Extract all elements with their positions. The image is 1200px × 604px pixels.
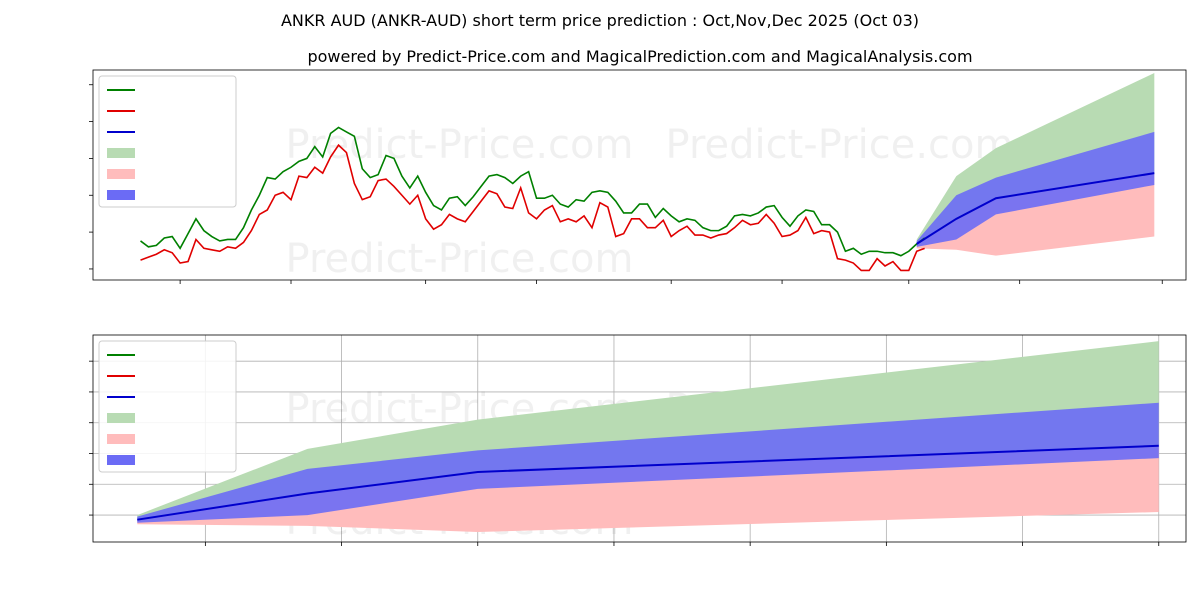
- legend: [98, 340, 237, 473]
- low-series-line: [140, 143, 925, 272]
- plot-frame: [92, 69, 1187, 281]
- legend-high-range-swatch: [107, 413, 135, 423]
- close-series-line: [916, 172, 1155, 245]
- legend-close-range-swatch: [107, 455, 135, 465]
- close-range-band: [137, 402, 1159, 523]
- plot-frame: [92, 334, 1187, 543]
- close-series-line: [137, 444, 1159, 521]
- chart-subtitle: powered by Predict-Price.com and Magical…: [307, 47, 972, 66]
- legend-low-range-swatch: [107, 434, 135, 444]
- high-series-line: [140, 126, 926, 257]
- legend-high-range-swatch: [107, 148, 135, 158]
- legend-close-range-swatch: [107, 190, 135, 200]
- watermark-text: Predict-Price.com: [666, 122, 1014, 168]
- legend-low-range-swatch: [107, 169, 135, 179]
- legend-box: [98, 340, 237, 473]
- legend: [98, 75, 237, 208]
- lower-chart-panel: Predict-Price.comPredict-Price.comPredic…: [89, 334, 1187, 546]
- close-range-band: [916, 131, 1155, 247]
- legend-box: [98, 75, 237, 208]
- upper-chart-panel: Predict-Price.com Predict-Price.comPredic…: [89, 69, 1187, 284]
- chart-title: ANKR AUD (ANKR-AUD) short term price pre…: [281, 11, 919, 30]
- watermark-text: Predict-Price.com: [286, 236, 634, 282]
